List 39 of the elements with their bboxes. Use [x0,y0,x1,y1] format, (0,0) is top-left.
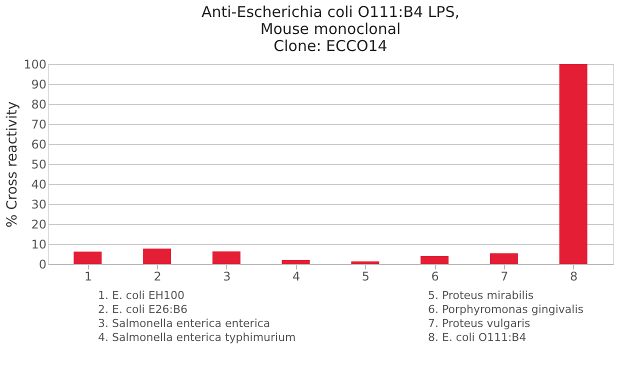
y-tick-label: 100 [24,58,46,72]
y-tick-label: 20 [31,218,46,232]
y-tick-label: 50 [31,158,46,172]
text: Anti-Escherichia coli O111:B4 LPS, [201,3,460,21]
x-tick-label: 8 [570,270,578,284]
text: Clone: ECCO14 [274,37,388,55]
text: Mouse monoclonal [260,20,401,38]
text: 5. Proteus mirabilis [428,289,534,302]
bar [282,260,310,264]
text: 4. Salmonella enterica typhimurium [98,331,296,344]
bar [74,252,102,264]
x-tick-label: 5 [362,270,370,284]
y-axis-title: % Cross reactivity [4,101,21,228]
bar [143,248,172,264]
y-tick-label: 80 [31,98,46,112]
bar [490,253,518,264]
text: 6. Porphyromonas gingivalis [428,303,584,316]
text: 7. Proteus vulgaris [428,317,531,330]
y-tick-label: 60 [31,138,46,152]
bar [559,64,588,264]
y-tick-label: 90 [31,78,46,92]
text: 1. E. coli EH100 [98,289,185,302]
x-tick-label: 1 [84,270,92,284]
y-tick-label: 70 [31,118,46,132]
x-tick-label: 3 [223,270,231,284]
y-tick-label: 30 [31,198,46,212]
y-tick-label: 40 [31,178,46,192]
text: 8. E. coli O111:B4 [428,331,526,344]
bar [212,251,240,264]
x-tick-label: 4 [292,270,300,284]
y-tick-label: 0 [38,258,46,272]
text: 3. Salmonella enterica enterica [98,317,270,330]
bar [420,256,449,264]
x-tick-label: 6 [431,270,439,284]
y-tick-label: 10 [31,238,46,252]
x-tick-label: 2 [154,270,162,284]
x-tick-label: 7 [500,270,508,284]
bar [351,261,380,264]
text: 2. E. coli E26:B6 [98,303,188,316]
